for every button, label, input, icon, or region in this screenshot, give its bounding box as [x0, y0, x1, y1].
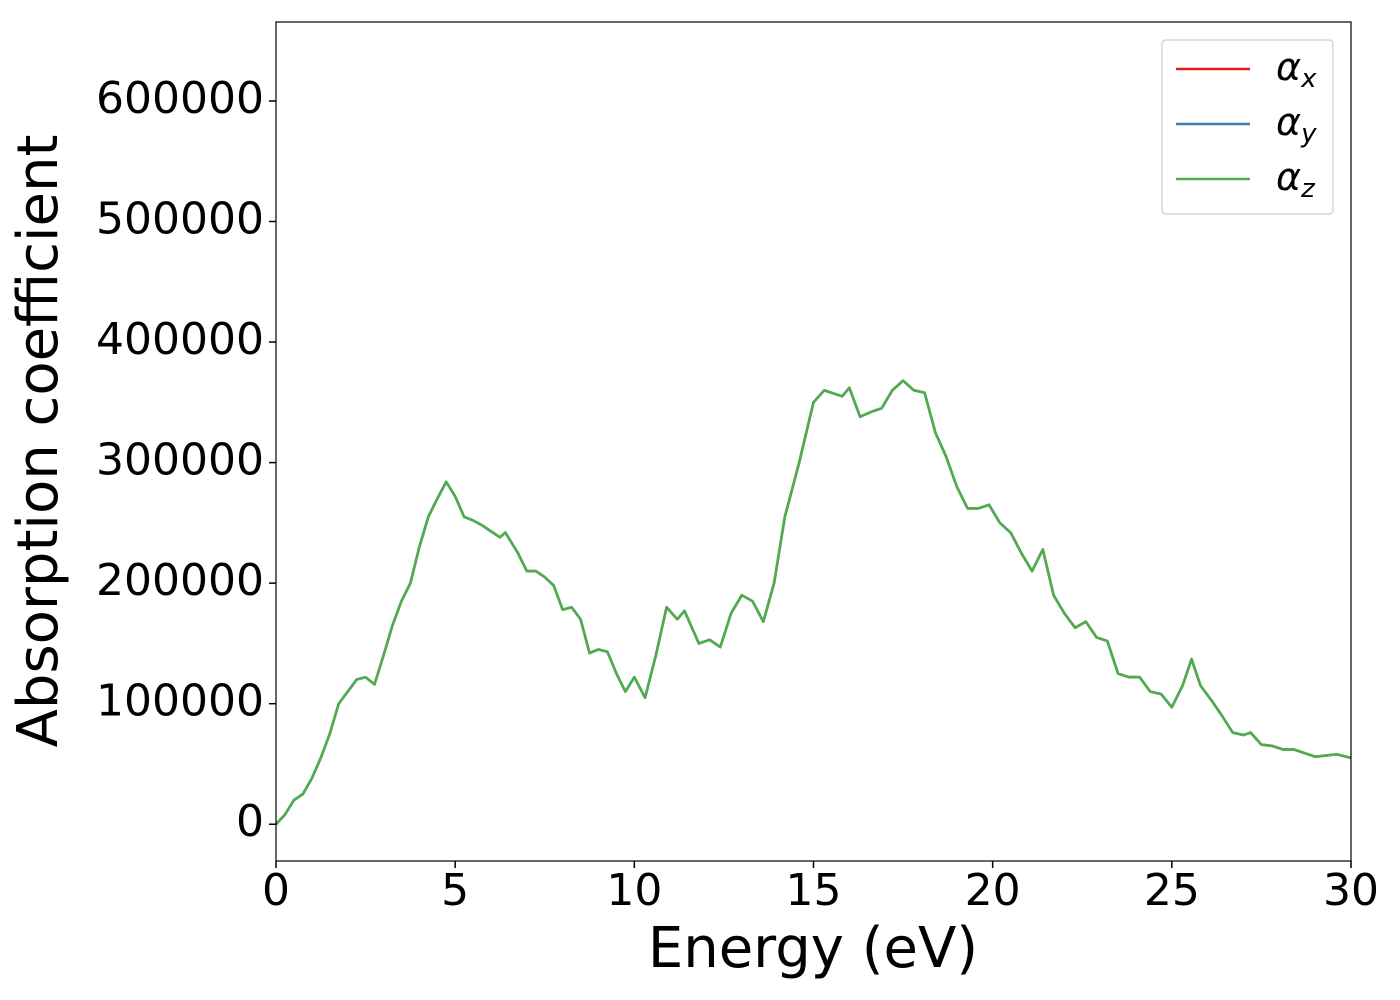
- y-tick-label: 600000: [96, 73, 264, 124]
- y-tick-label: 400000: [96, 314, 264, 365]
- legend-label: αx: [1276, 45, 1317, 94]
- plot-frame: [275, 21, 1352, 862]
- y-tick-label: 200000: [96, 555, 264, 606]
- x-tick-label: 0: [262, 865, 290, 916]
- series-line: [275, 379, 1352, 826]
- x-tick-label: 30: [1323, 865, 1379, 916]
- legend-box: [1161, 39, 1334, 215]
- y-tick-label: 100000: [96, 676, 264, 727]
- legend-label: αz: [1276, 155, 1316, 204]
- x-tick-label: 20: [965, 865, 1021, 916]
- y-axis-label: Absorption coefficient: [6, 135, 71, 748]
- y-tick-label: 300000: [96, 435, 264, 486]
- y-tick-label: 0: [236, 796, 264, 847]
- x-tick-label: 10: [606, 865, 662, 916]
- x-tick-label: 25: [1144, 865, 1200, 916]
- x-tick-label: 5: [441, 865, 469, 916]
- x-tick-label: 15: [786, 865, 842, 916]
- x-axis-label: Energy (eV): [648, 916, 978, 981]
- legend-label: αy: [1276, 100, 1317, 149]
- y-tick-label: 500000: [96, 194, 264, 245]
